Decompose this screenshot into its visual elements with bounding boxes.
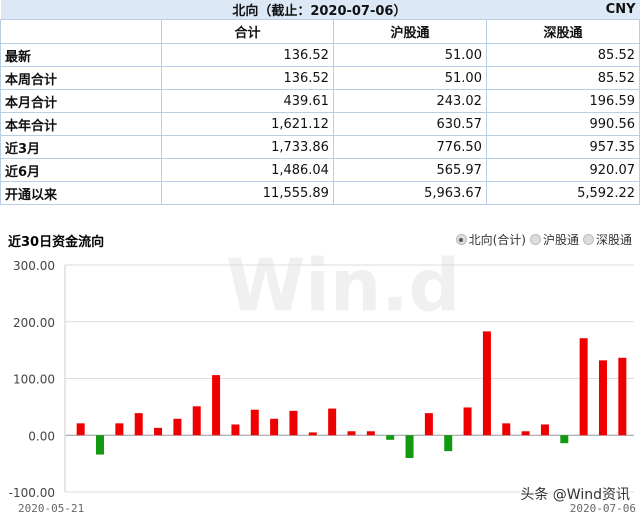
bar: [76, 423, 85, 436]
table-row: 本月合计 439.61 243.02 196.59: [0, 89, 640, 113]
radio-icon[interactable]: [529, 234, 541, 245]
bar: [328, 408, 337, 436]
row-label: 最新: [0, 43, 162, 67]
bar: [347, 431, 356, 436]
cell-value: 85.52: [485, 43, 640, 67]
bar: [502, 423, 511, 436]
y-tick-label: 200.00: [13, 316, 55, 330]
radio-icon[interactable]: [455, 234, 467, 245]
bar: [386, 435, 395, 440]
row-label: 本周合计: [0, 66, 162, 90]
bar: [250, 409, 259, 436]
bar: [212, 375, 221, 436]
table-row: 本周合计 136.52 51.00 85.52: [0, 66, 640, 90]
cell-value: 243.02: [332, 89, 487, 113]
bar: [308, 432, 317, 436]
bar: [96, 435, 105, 455]
bar: [521, 431, 530, 436]
table-row: 开通以来 11,555.89 5,963.67 5,592.22: [0, 181, 640, 205]
cell-value: 776.50: [332, 135, 487, 159]
cell-value: 990.56: [485, 112, 640, 136]
cell-value: 1,621.12: [161, 112, 334, 136]
cell-value: 1,486.04: [161, 158, 334, 182]
cell-value: 5,592.22: [485, 181, 640, 205]
chart-title: 近30日资金流向: [8, 235, 105, 250]
bar: [618, 357, 627, 436]
y-tick-label: 0.00: [28, 429, 55, 443]
flow-chart: Win.d 300.00 200.00 100.00 0.00 -100.00 2020-0…: [9, 250, 636, 515]
cell-value: 51.00: [332, 43, 487, 67]
bar: [192, 406, 201, 436]
bar: [463, 407, 472, 436]
col-header: 沪股通: [332, 19, 487, 44]
row-label: 开通以来: [0, 181, 162, 205]
y-tick-label: -100.00: [9, 486, 55, 500]
footer-watermark: 头条 @Wind资讯: [520, 484, 630, 504]
bar: [444, 435, 453, 452]
watermark-logo: Win.d: [226, 250, 460, 327]
bar: [134, 413, 143, 436]
cell-value: 957.35: [485, 135, 640, 159]
table-row: 近6月 1,486.04 565.97 920.07: [0, 158, 640, 182]
bar: [115, 423, 124, 436]
radio-label: 深股通: [595, 233, 632, 247]
radio-label: 沪股通: [542, 233, 579, 247]
bar: [598, 360, 607, 436]
cell-value: 51.00: [332, 66, 487, 90]
row-label: 本年合计: [0, 112, 162, 136]
radio-sz[interactable]: 深股通: [582, 231, 632, 248]
row-label: 近6月: [0, 158, 162, 182]
bar: [540, 424, 549, 436]
radio-icon[interactable]: [582, 234, 594, 245]
radio-sh[interactable]: 沪股通: [529, 231, 579, 248]
summary-table: 北向（截止：2020-07-06） CNY 合计 沪股通 深股通 最新 136.52 51…: [0, 0, 640, 205]
col-header: 合计: [161, 19, 334, 44]
table-title: 北向（截止：2020-07-06）: [0, 0, 487, 20]
cell-value: 136.52: [161, 66, 334, 90]
y-tick-label: 300.00: [13, 259, 55, 273]
bar: [231, 424, 240, 436]
cell-value: 565.97: [332, 158, 487, 182]
table-row: 近3月 1,733.86 776.50 957.35: [0, 135, 640, 159]
bar: [424, 413, 433, 436]
radio-northbound[interactable]: 北向(合计): [455, 231, 526, 248]
y-tick-label: 100.00: [13, 373, 55, 387]
cell-value: 5,963.67: [332, 181, 487, 205]
bar: [289, 410, 298, 436]
corner-cell: [0, 19, 162, 44]
cell-value: 11,555.89: [161, 181, 334, 205]
bar: [173, 418, 182, 436]
row-label: 本月合计: [0, 89, 162, 113]
bar: [482, 331, 491, 436]
bar: [270, 418, 279, 436]
row-label: 近3月: [0, 135, 162, 159]
cell-value: 136.52: [161, 43, 334, 67]
x-end-label: 2020-07-06: [570, 502, 636, 515]
bar: [560, 435, 569, 444]
bar: [579, 338, 588, 436]
cell-value: 1,733.86: [161, 135, 334, 159]
x-start-label: 2020-05-21: [18, 502, 84, 515]
cell-value: 630.57: [332, 112, 487, 136]
cell-value: 439.61: [161, 89, 334, 113]
table-row: 本年合计 1,621.12 630.57 990.56: [0, 112, 640, 136]
currency: CNY: [486, 0, 640, 20]
radio-label: 北向(合计): [468, 233, 526, 247]
bar: [154, 427, 163, 436]
series-radio-group: 北向(合计) 沪股通 深股通: [455, 231, 632, 248]
bar: [405, 435, 414, 458]
cell-value: 196.59: [485, 89, 640, 113]
cell-value: 85.52: [485, 66, 640, 90]
cell-value: 920.07: [485, 158, 640, 182]
bar: [366, 431, 375, 436]
table-row: 最新 136.52 51.00 85.52: [0, 43, 640, 67]
col-header: 深股通: [485, 19, 640, 44]
